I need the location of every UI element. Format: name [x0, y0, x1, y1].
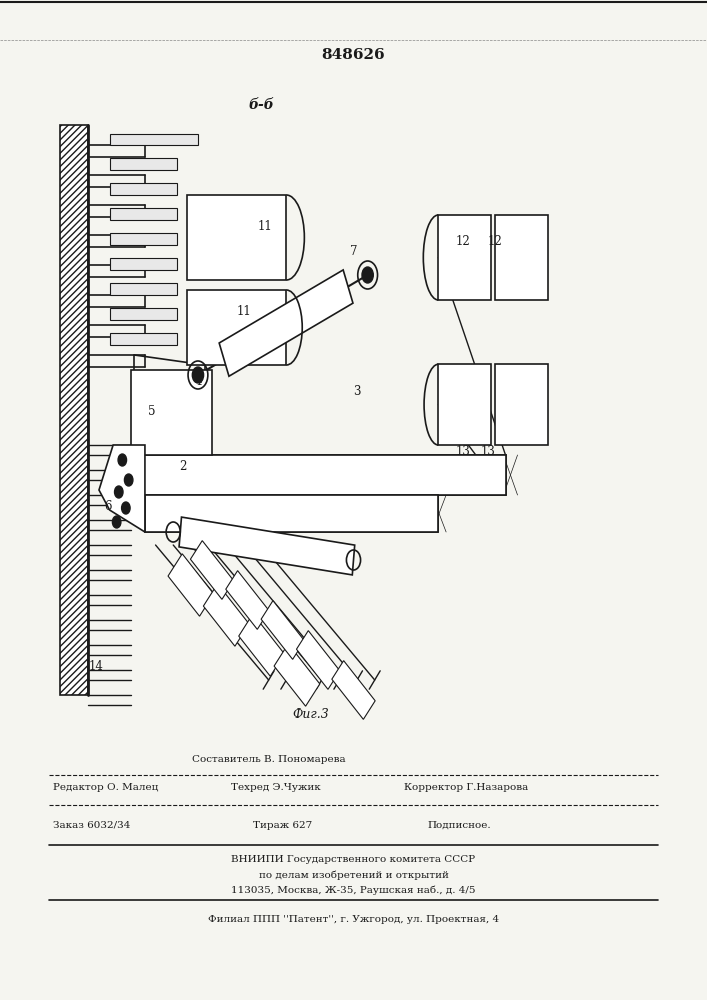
Text: 12: 12 [488, 235, 503, 248]
Text: 113035, Москва, Ж-35, Раушская наб., д. 4/5: 113035, Москва, Ж-35, Раушская наб., д. … [231, 885, 476, 895]
Text: по делам изобретений и открытий: по делам изобретений и открытий [259, 870, 448, 880]
Polygon shape [179, 517, 355, 575]
Bar [226, 571, 269, 629]
Bar [187, 290, 286, 365]
Text: ВНИИПИ Государственного комитета СССР: ВНИИПИ Государственного комитета СССР [231, 856, 476, 864]
Bar [261, 601, 305, 659]
Bar [332, 661, 375, 719]
Bar [168, 554, 214, 616]
Bar [110, 183, 177, 195]
Bar [127, 455, 506, 495]
Bar [190, 541, 234, 599]
Text: б-б: б-б [249, 98, 274, 112]
Bar [296, 631, 340, 689]
Text: Техред Э.Чужик: Техред Э.Чужик [231, 784, 320, 792]
Bar [110, 208, 177, 220]
Circle shape [115, 486, 123, 498]
Text: Корректор Г.Назарова: Корректор Г.Назарова [404, 784, 529, 792]
Polygon shape [219, 270, 353, 376]
Bar [110, 158, 177, 170]
Bar [60, 125, 88, 695]
Bar [110, 233, 177, 245]
Text: 6: 6 [104, 500, 112, 513]
Bar [438, 215, 491, 300]
Circle shape [124, 474, 133, 486]
Bar [110, 134, 198, 145]
Text: 11: 11 [258, 220, 273, 233]
Bar [204, 584, 249, 646]
Text: Фиг.3: Фиг.3 [293, 708, 329, 722]
Bar [495, 215, 548, 300]
Text: 5: 5 [148, 405, 156, 418]
Bar [274, 644, 320, 706]
Bar [145, 495, 438, 532]
Bar [110, 333, 177, 345]
Bar [110, 308, 177, 320]
Text: 11: 11 [237, 305, 252, 318]
Circle shape [122, 502, 130, 514]
Text: 848626: 848626 [322, 48, 385, 62]
Bar [145, 495, 438, 532]
Circle shape [192, 367, 204, 383]
Text: 3: 3 [354, 385, 361, 398]
Text: 14: 14 [88, 660, 103, 673]
Text: 13: 13 [481, 445, 496, 458]
Circle shape [118, 454, 127, 466]
Bar [131, 370, 212, 455]
Text: Филиал ППП ''Патент'', г. Ужгород, ул. Проектная, 4: Филиал ППП ''Патент'', г. Ужгород, ул. П… [208, 916, 499, 924]
Text: 4: 4 [194, 375, 202, 388]
Circle shape [362, 267, 373, 283]
Text: Редактор О. Малец: Редактор О. Малец [53, 784, 159, 792]
Bar [239, 614, 284, 676]
Text: Подписное.: Подписное. [428, 820, 491, 830]
Text: Заказ 6032/34: Заказ 6032/34 [53, 820, 131, 830]
Bar [495, 364, 548, 445]
Bar [110, 283, 177, 295]
Circle shape [112, 516, 121, 528]
Text: 7: 7 [350, 245, 358, 258]
Bar [127, 455, 506, 495]
Text: 12: 12 [456, 235, 471, 248]
Text: 13: 13 [456, 445, 471, 458]
Bar [438, 364, 491, 445]
Bar [110, 258, 177, 270]
Polygon shape [99, 445, 145, 532]
Bar [187, 195, 286, 280]
Text: Тираж 627: Тираж 627 [253, 820, 312, 830]
Text: Составитель В. Пономарева: Составитель В. Пономарева [192, 756, 346, 764]
Text: 2: 2 [179, 460, 186, 473]
